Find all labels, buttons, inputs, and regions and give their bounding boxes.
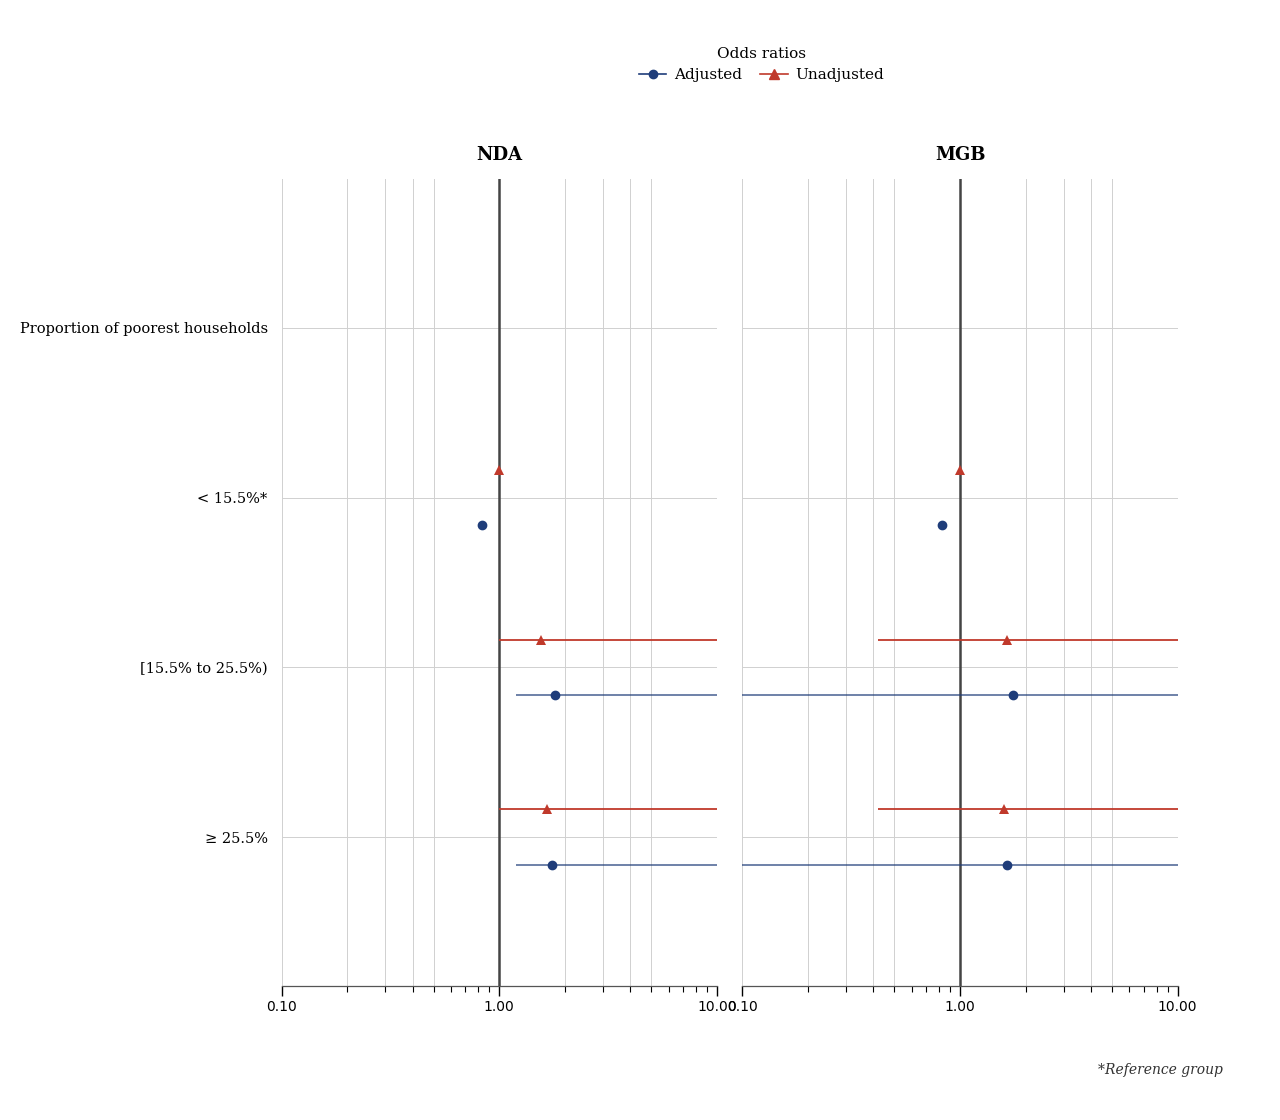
Title: MGB: MGB: [934, 146, 986, 164]
Legend: Adjusted, Unadjusted: Adjusted, Unadjusted: [639, 47, 884, 83]
Text: *Reference group: *Reference group: [1097, 1064, 1222, 1077]
Title: NDA: NDA: [476, 146, 522, 164]
